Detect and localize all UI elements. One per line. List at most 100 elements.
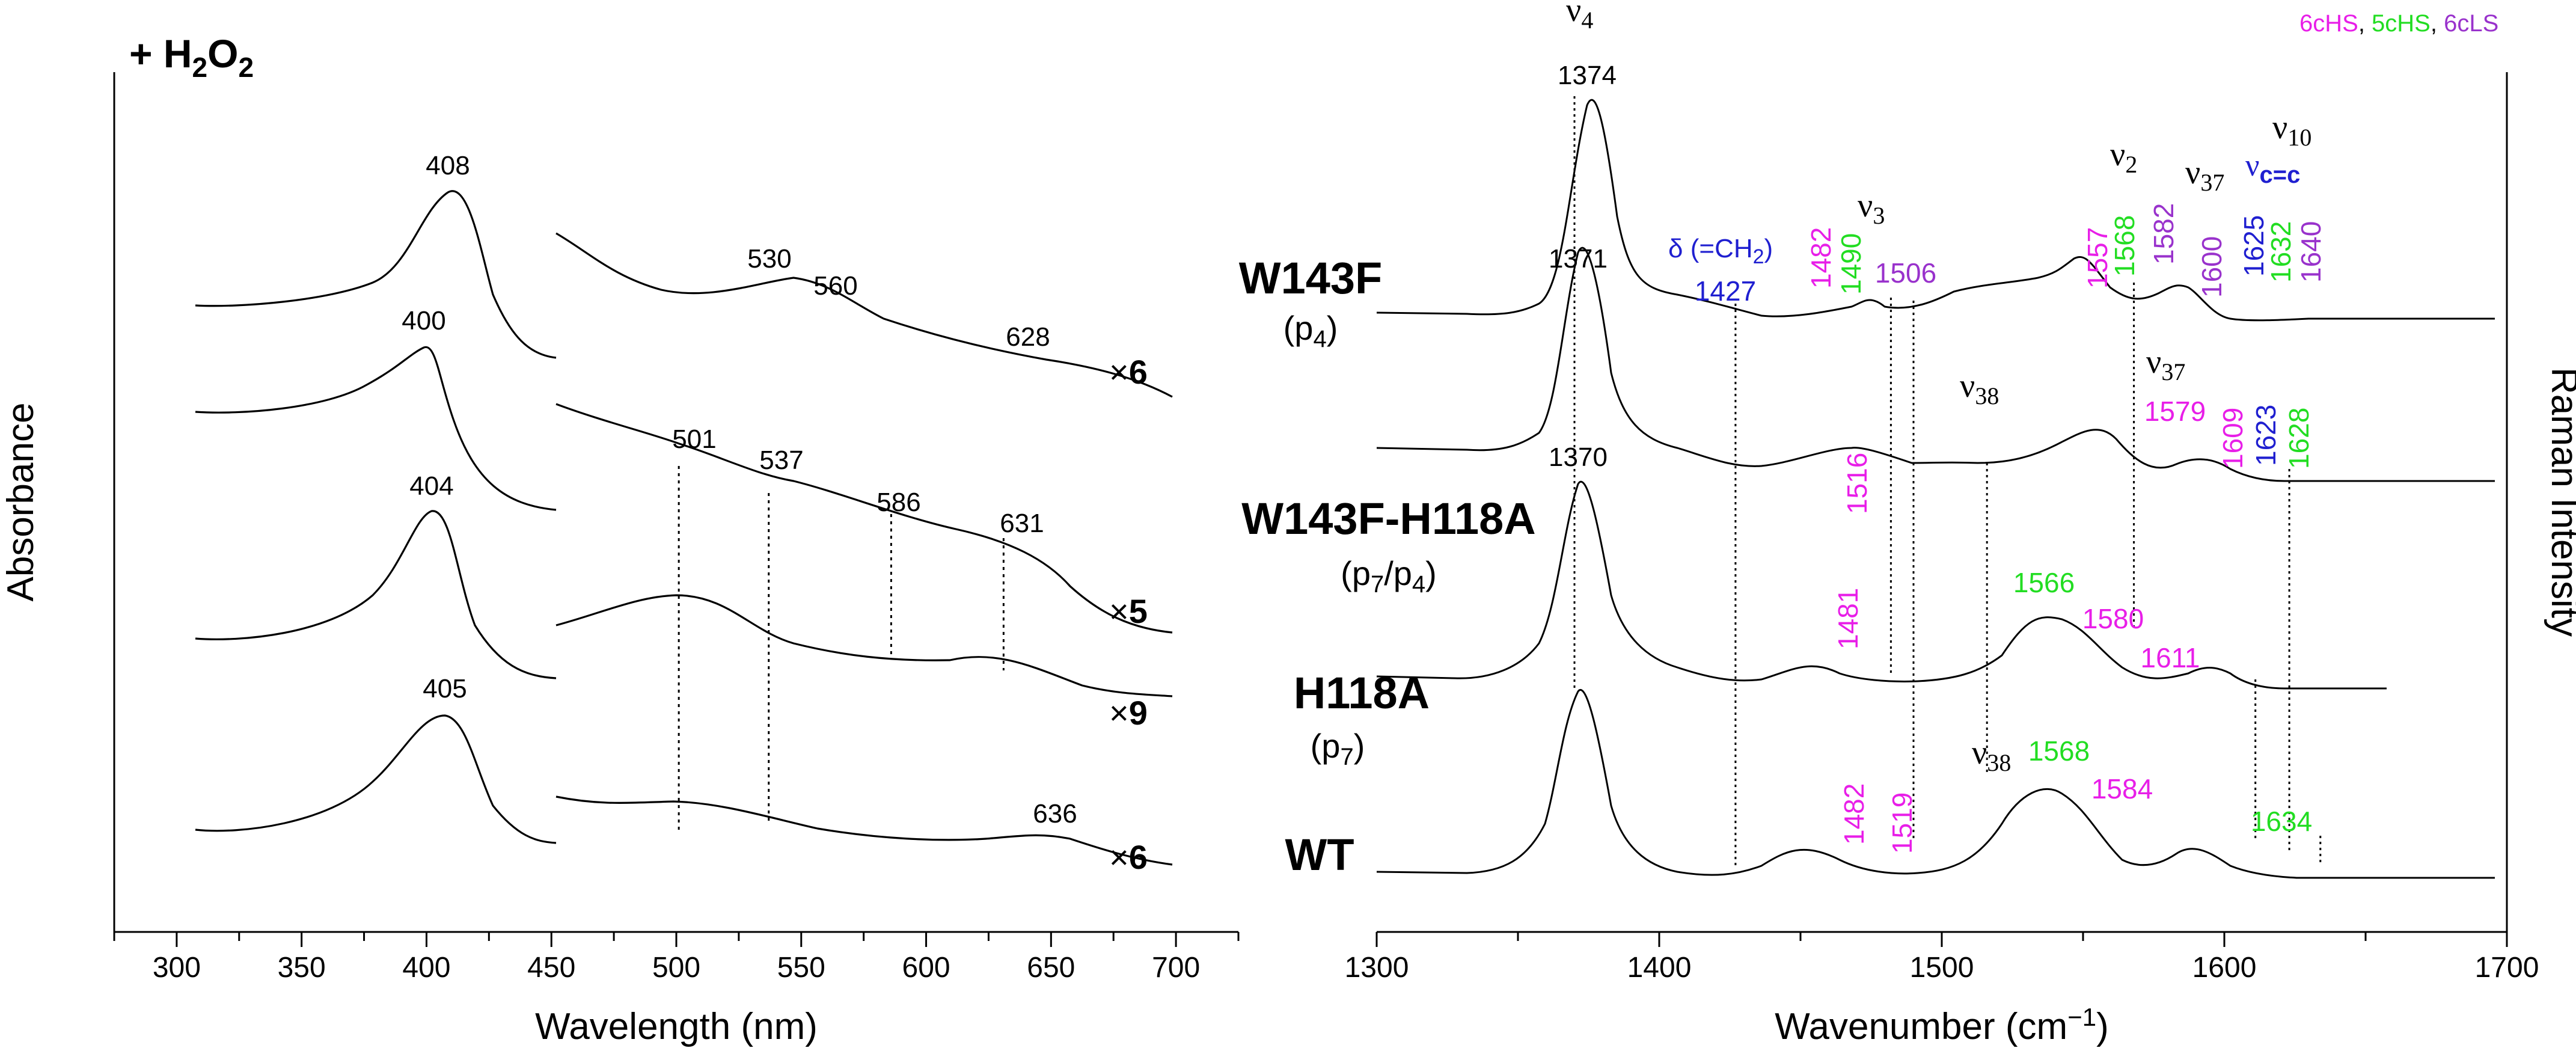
uvvis-visible-w143f-h118a <box>555 403 1173 634</box>
uvvis-peak-628: 628 <box>1006 322 1050 352</box>
uvvis-soret-w143f-h118a <box>195 346 557 511</box>
band-label: 1506 <box>1875 257 1936 289</box>
sample-labels: W143F (p4) W143F-H118A (p7/p4) H118A (p7… <box>1239 253 1536 880</box>
raman-mode-delta: δ (=CH2) <box>1668 234 1773 268</box>
legend-5chs: 5cHS <box>2372 10 2431 37</box>
raman-x-label: Wavenumber (cm−1) <box>1775 1003 2108 1047</box>
uvvis-peak-501: 501 <box>672 424 716 454</box>
uvvis-title: + H2O2 <box>129 31 254 83</box>
raman-x-ticks: 1300 1400 1500 1600 1700 <box>1345 932 2539 984</box>
band-label: 1482 <box>1805 227 1837 289</box>
uvvis-soret-w143f <box>195 190 557 359</box>
uvvis-scale-w143f-h118a: ×5 <box>1109 592 1148 630</box>
raman-nu4-h118a: 1370 <box>1549 443 1608 472</box>
uvvis-tick-label: 300 <box>153 952 201 984</box>
sample-label-wt: WT <box>1285 830 1354 880</box>
band-label: 1580 <box>2082 603 2144 634</box>
band-label: 1582 <box>2148 203 2179 265</box>
uvvis-peak-631: 631 <box>1000 509 1044 538</box>
uvvis-peak-636: 636 <box>1033 799 1077 829</box>
band-label: 1579 <box>2144 396 2206 427</box>
uvvis-visible-w143f <box>555 232 1173 398</box>
uvvis-peak-404: 404 <box>409 471 453 501</box>
band-label: 1625 <box>2238 215 2269 277</box>
uvvis-soret-h118a <box>195 510 557 679</box>
band-label: 1568 <box>2028 735 2090 767</box>
uvvis-marker-lines <box>678 466 1005 833</box>
raman-mode-nu38b: ν38 <box>1972 734 2011 776</box>
raman-tick-label: 1600 <box>2192 952 2257 984</box>
band-label: 1623 <box>2250 405 2281 466</box>
sample-state-w143f-h118a: (p7/p4) <box>1341 554 1437 598</box>
uvvis-tick-label: 650 <box>1027 952 1075 984</box>
band-label: 1566 <box>2013 567 2075 598</box>
raman-spectrum-w143f <box>1376 99 2495 322</box>
uvvis-peak-537: 537 <box>759 446 803 475</box>
raman-spectrum-wt <box>1376 689 2495 879</box>
band-label: 1628 <box>2283 408 2314 469</box>
legend-6cls: 6cLS <box>2444 10 2498 37</box>
uvvis-peak-586: 586 <box>877 488 920 517</box>
band-label: 1482 <box>1838 783 1870 845</box>
raman-nu4-w143f: 1374 <box>1558 61 1617 90</box>
uvvis-tick-label: 700 <box>1152 952 1200 984</box>
band-label: 1427 <box>1695 275 1756 307</box>
uvvis-peak-530: 530 <box>747 244 791 274</box>
raman-mode-nu2: ν2 <box>2110 136 2137 178</box>
uvvis-x-label: Wavelength (nm) <box>535 1006 818 1047</box>
band-label: 1557 <box>2082 227 2113 289</box>
uvvis-peak-405: 405 <box>423 674 467 703</box>
uvvis-tick-label: 600 <box>902 952 950 984</box>
band-label: 1568 <box>2109 215 2140 277</box>
sample-label-h118a: H118A <box>1294 668 1430 718</box>
band-label: 1600 <box>2196 236 2227 298</box>
uvvis-tick-label: 350 <box>278 952 326 984</box>
raman-mode-nu37b: ν37 <box>2146 343 2185 385</box>
uvvis-scale-w143f: ×6 <box>1109 353 1148 391</box>
band-label: 1481 <box>1832 588 1864 649</box>
raman-nu4-w143f-h118a: 1371 <box>1549 244 1608 274</box>
band-label: 1490 <box>1835 233 1867 295</box>
uvvis-peak-408: 408 <box>426 151 470 180</box>
uvvis-tick-label: 450 <box>527 952 575 984</box>
uvvis-y-label: Absorbance <box>0 403 41 602</box>
raman-y-label: Raman Intensity <box>2544 367 2576 637</box>
band-label: 1611 <box>2141 642 2200 673</box>
raman-mode-nu3: ν3 <box>1858 187 1885 229</box>
band-label: 1634 <box>2251 806 2312 837</box>
band-label: 1584 <box>2091 773 2153 804</box>
band-label: 1632 <box>2265 221 2296 283</box>
raman-mode-nucc: νc=c <box>2245 149 2300 188</box>
uvvis-x-ticks: 300 350 400 450 500 550 600 650 700 <box>113 932 1240 984</box>
raman-tick-label: 1500 <box>1910 952 1974 984</box>
raman-mode-nu4: ν4 <box>1566 0 1593 34</box>
band-label: 1519 <box>1886 792 1918 854</box>
uvvis-visible-wt <box>555 795 1173 866</box>
uvvis-peak-400: 400 <box>402 306 445 335</box>
uvvis-tick-label: 400 <box>402 952 450 984</box>
raman-panel: 1300 1400 1500 1600 1700 Raman Intensity Wav… <box>1345 0 2576 1047</box>
raman-tick-label: 1300 <box>1345 952 1409 984</box>
uvvis-visible-h118a <box>555 594 1173 697</box>
sample-state-w143f: (p4) <box>1283 309 1338 352</box>
raman-mode-nu38a: ν38 <box>1960 367 1999 409</box>
raman-marker-lines <box>1573 96 2322 866</box>
uvvis-panel: 300 350 400 450 500 550 600 650 700 + H2O2 Absor… <box>0 31 1240 1047</box>
uvvis-soret-wt <box>195 714 557 844</box>
raman-mode-nu10: ν10 <box>2272 109 2311 151</box>
band-label: 1640 <box>2295 221 2327 283</box>
raman-legend: 6cHS, 5cHS, 6cLS <box>2299 10 2498 37</box>
raman-tick-label: 1700 <box>2475 952 2539 984</box>
band-label: 1609 <box>2217 408 2248 469</box>
uvvis-tick-label: 550 <box>777 952 825 984</box>
raman-tick-label: 1400 <box>1627 952 1692 984</box>
uvvis-tick-label: 500 <box>652 952 700 984</box>
raman-mode-nu37a: ν37 <box>2185 154 2224 196</box>
sample-state-h118a: (p7) <box>1311 727 1365 770</box>
uvvis-peak-560: 560 <box>813 271 857 301</box>
sample-label-w143f-h118a: W143F-H118A <box>1241 494 1535 544</box>
sample-label-w143f: W143F <box>1239 253 1383 303</box>
raman-band-labels: 1427 1482 1490 1506 1557 1568 1582 1600 … <box>1695 203 2327 854</box>
legend-6chs: 6cHS <box>2299 10 2358 37</box>
